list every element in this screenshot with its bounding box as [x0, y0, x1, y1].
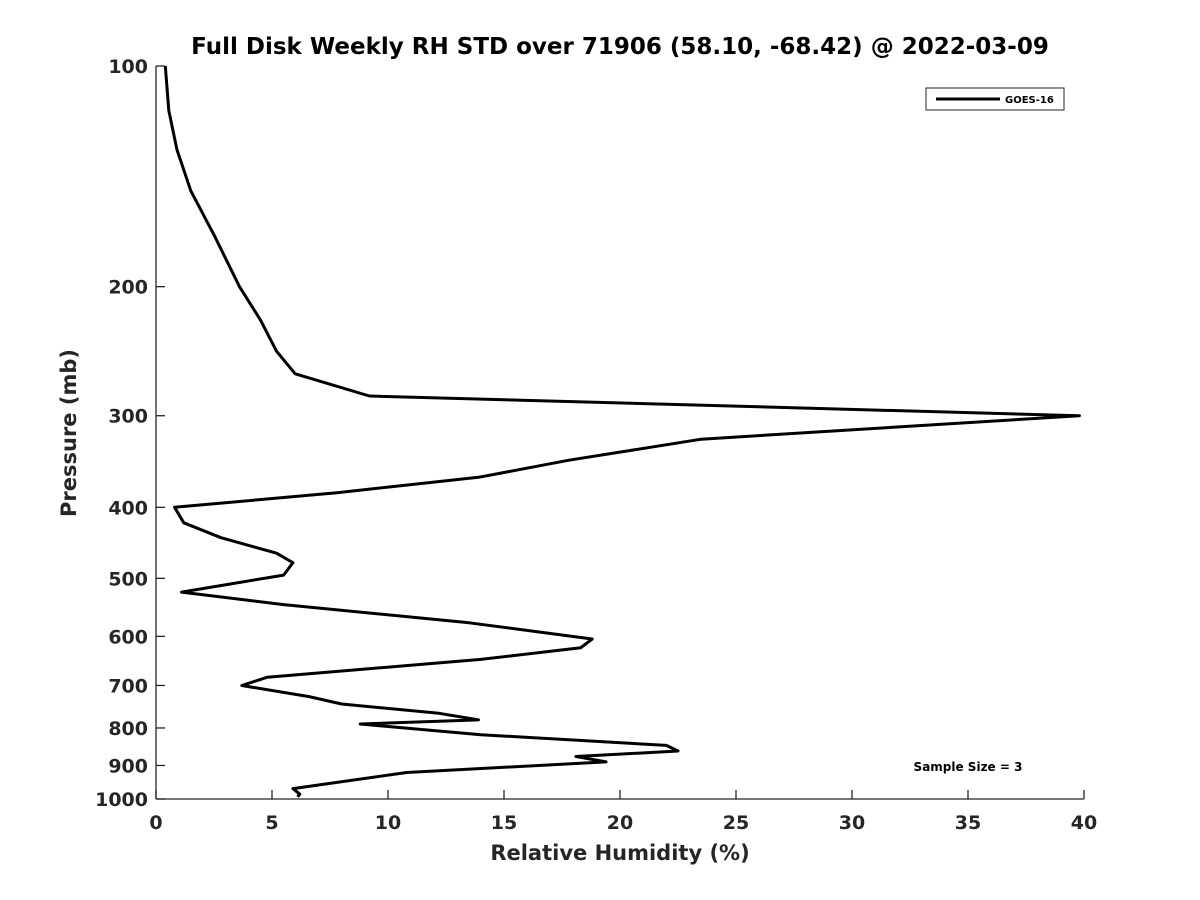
- y-tick-label: 500: [108, 568, 148, 590]
- y-axis-ticks: 100 200 300 400 500 600 700 800 900 1000: [95, 56, 165, 811]
- y-tick-label: 300: [108, 406, 148, 428]
- y-tick-label: 900: [108, 755, 148, 777]
- x-tick-label: 25: [723, 812, 749, 834]
- chart-title: Full Disk Weekly RH STD over 71906 (58.1…: [191, 34, 1049, 60]
- x-tick-label: 20: [607, 812, 633, 834]
- plot-area: [156, 66, 1084, 799]
- x-tick-label: 5: [265, 812, 278, 834]
- y-tick-label: 100: [108, 56, 148, 78]
- sample-size-annotation: Sample Size = 3: [914, 760, 1023, 774]
- y-tick-label: 200: [108, 277, 148, 299]
- x-tick-label: 10: [375, 812, 401, 834]
- x-tick-label: 0: [149, 812, 162, 834]
- y-tick-label: 600: [108, 626, 148, 648]
- y-tick-label: 700: [108, 675, 148, 697]
- y-tick-label: 400: [108, 497, 148, 519]
- x-tick-label: 30: [839, 812, 865, 834]
- x-tick-label: 15: [491, 812, 517, 834]
- x-axis-label: Relative Humidity (%): [490, 841, 749, 865]
- x-tick-label: 40: [1071, 812, 1097, 834]
- series-line-goes-16: [163, 65, 1081, 798]
- y-axis-label: Pressure (mb): [57, 349, 81, 517]
- x-axis-ticks: 0 5 10 15 20 25 30 35 40: [149, 790, 1097, 834]
- x-tick-label: 35: [955, 812, 981, 834]
- y-tick-label: 1000: [95, 789, 148, 811]
- legend-label-goes-16: GOES-16: [1005, 95, 1054, 106]
- legend: GOES-16: [925, 87, 1065, 111]
- y-tick-label: 800: [108, 718, 148, 740]
